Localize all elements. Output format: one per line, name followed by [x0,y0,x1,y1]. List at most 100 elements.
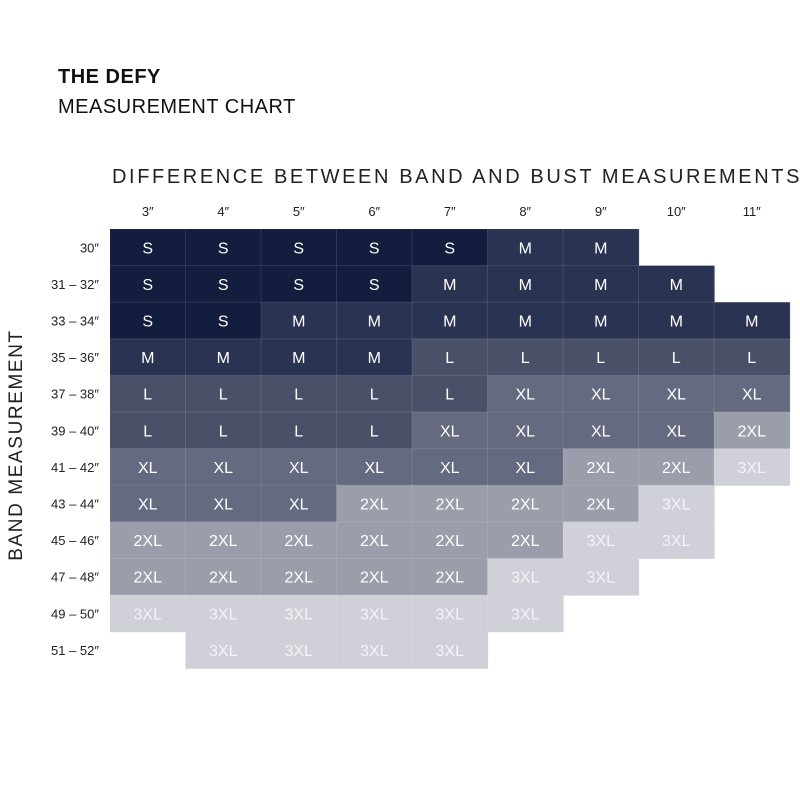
size-label: M [443,314,456,331]
size-label: 3XL [511,606,540,623]
page-subtitle: MEASUREMENT CHART [58,96,296,118]
cell-border [487,265,564,303]
cell-border [336,338,413,376]
size-label: 2XL [209,533,238,550]
size-cell [110,485,187,523]
size-label: 2XL [436,570,465,587]
size-label: L [445,387,454,404]
size-label: M [141,350,154,367]
row-header: 45 – 46″ [51,533,99,548]
cell-border [336,631,413,669]
cell-border [185,631,262,669]
size-label: L [143,423,152,440]
column-header: 10″ [667,204,686,219]
size-cell [261,229,338,267]
size-cell [261,412,338,450]
size-label: M [519,314,532,331]
size-label: M [745,314,758,331]
size-cell [487,375,564,413]
cell-border [185,484,262,523]
row-header: 33 – 34″ [51,314,99,329]
size-cell [185,595,262,633]
cell-border [260,448,337,486]
size-label: 3XL [360,643,389,660]
size-label: M [519,240,532,257]
size-cell [563,338,640,376]
size-label: XL [742,387,762,404]
cell-border [260,411,337,450]
size-label: M [519,277,532,294]
size-cell [185,338,262,376]
size-label: M [292,314,305,331]
cell-border [638,448,715,486]
size-label: 3XL [587,533,616,550]
size-cell [714,375,791,413]
size-label: 2XL [738,423,767,440]
cell-border [562,448,639,486]
size-cell [261,595,338,633]
cell-border [260,557,337,596]
size-label: 3XL [209,606,238,623]
size-label: L [445,350,454,367]
cell-border [411,265,488,303]
size-cell [336,448,413,486]
cell-border [411,228,488,267]
size-label: S [142,240,153,257]
size-cell [110,448,187,486]
size-cell [412,375,489,413]
cell-border [336,521,413,559]
size-label: L [747,350,756,367]
size-label: S [218,240,229,257]
cell-border [109,301,186,340]
size-cell [110,229,187,267]
cell-border [411,448,488,486]
size-cell [185,265,262,303]
size-label: M [368,350,381,367]
cell-border [487,228,564,267]
size-cell [412,265,489,303]
size-cell [110,595,187,633]
cell-border [185,338,262,376]
size-cell [638,338,715,376]
cell-border [487,484,564,523]
size-label: M [217,350,230,367]
cell-border [562,301,639,340]
size-label: 3XL [285,643,314,660]
size-cell [185,448,262,486]
size-label: XL [289,460,309,477]
cell-border [260,265,337,303]
size-label: M [594,277,607,294]
size-cell [261,558,338,596]
cell-border [411,484,488,523]
size-cell [336,485,413,523]
size-label: 2XL [134,570,163,587]
size-cell [487,595,564,633]
size-cell [185,558,262,596]
size-label: XL [440,460,460,477]
size-cell [261,448,338,486]
size-cell [185,485,262,523]
cell-border [185,228,262,267]
size-cell [638,412,715,450]
size-cell [336,558,413,596]
cell-border [638,301,715,340]
size-label: 3XL [662,497,691,514]
cell-border [185,521,262,559]
size-cell [185,521,262,559]
size-cell [412,302,489,340]
cell-border [411,411,488,450]
size-cell [412,229,489,267]
cell-border [713,301,790,340]
cell-border [336,557,413,596]
size-cell [110,412,187,450]
row-header: 41 – 42″ [51,460,99,475]
size-cell [336,338,413,376]
row-header: 37 – 38″ [51,387,99,402]
size-cell [336,375,413,413]
size-label: L [294,387,303,404]
cell-border [487,411,564,450]
cell-border [336,374,413,413]
size-cell [638,521,715,559]
page-title: THE DEFY [58,66,161,88]
size-cell [487,302,564,340]
